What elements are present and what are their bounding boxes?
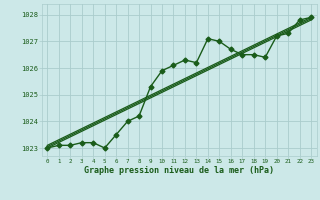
- X-axis label: Graphe pression niveau de la mer (hPa): Graphe pression niveau de la mer (hPa): [84, 166, 274, 175]
